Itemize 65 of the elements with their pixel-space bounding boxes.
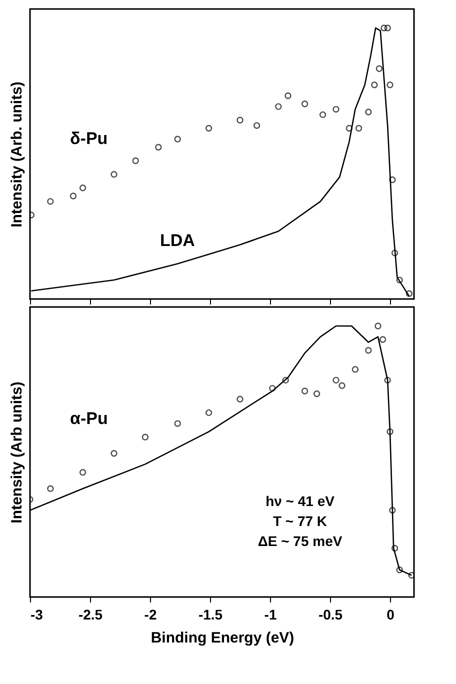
x-axis-title: Binding Energy (eV) (150, 630, 294, 646)
point (174, 420, 181, 427)
point (174, 136, 181, 142)
point (376, 65, 383, 72)
point (384, 24, 391, 32)
point (47, 485, 54, 492)
annotation: LDA (160, 231, 195, 250)
point (396, 276, 403, 284)
point (389, 176, 396, 184)
point (386, 428, 394, 436)
point (79, 184, 86, 192)
y-axis-title: Intensity (Arb. units) (8, 82, 26, 228)
point (332, 106, 340, 113)
point (365, 108, 372, 116)
point (386, 82, 394, 88)
point (236, 396, 244, 402)
point (313, 390, 320, 398)
point (70, 192, 77, 200)
point (391, 250, 398, 256)
x-tick-label: -1.5 (198, 606, 223, 622)
point (79, 468, 86, 476)
point (275, 103, 282, 110)
point (236, 116, 244, 124)
point (384, 376, 391, 384)
point (365, 347, 372, 354)
x-tick-label: -1 (264, 606, 277, 622)
point (406, 290, 413, 297)
point (391, 544, 398, 552)
point (47, 198, 54, 205)
x-tick-label: -0.5 (318, 606, 343, 622)
x-tick-label: -2.5 (78, 606, 103, 622)
point (205, 124, 212, 132)
annotation: T ~ 77 K (272, 513, 328, 529)
point (142, 434, 149, 440)
point (301, 100, 308, 108)
point (269, 384, 276, 392)
point (389, 506, 396, 514)
y-axis-title: Intensity (Arb units) (8, 382, 26, 524)
x-tick-label: 0 (386, 606, 395, 622)
point (374, 322, 382, 330)
point (379, 336, 386, 343)
point (284, 92, 292, 100)
point (253, 122, 260, 129)
point (155, 144, 162, 151)
point (338, 382, 346, 389)
annotation: α-Pu (70, 409, 108, 428)
point (205, 409, 212, 416)
point (110, 170, 118, 178)
x-tick-label: -2 (144, 606, 157, 622)
point (132, 157, 139, 164)
point (319, 111, 326, 118)
point (371, 82, 378, 88)
point (352, 366, 359, 373)
point (332, 376, 340, 384)
annotation: hν ~ 41 eV (266, 493, 336, 509)
point (355, 124, 362, 132)
annotation: δ-Pu (70, 129, 108, 148)
point (346, 124, 353, 132)
point (396, 566, 403, 574)
point (301, 388, 308, 394)
x-tick-label: -3 (30, 606, 44, 622)
point (110, 450, 118, 457)
point (380, 24, 388, 32)
point (282, 376, 289, 384)
annotation: ΔE ~ 75 meV (258, 533, 343, 549)
